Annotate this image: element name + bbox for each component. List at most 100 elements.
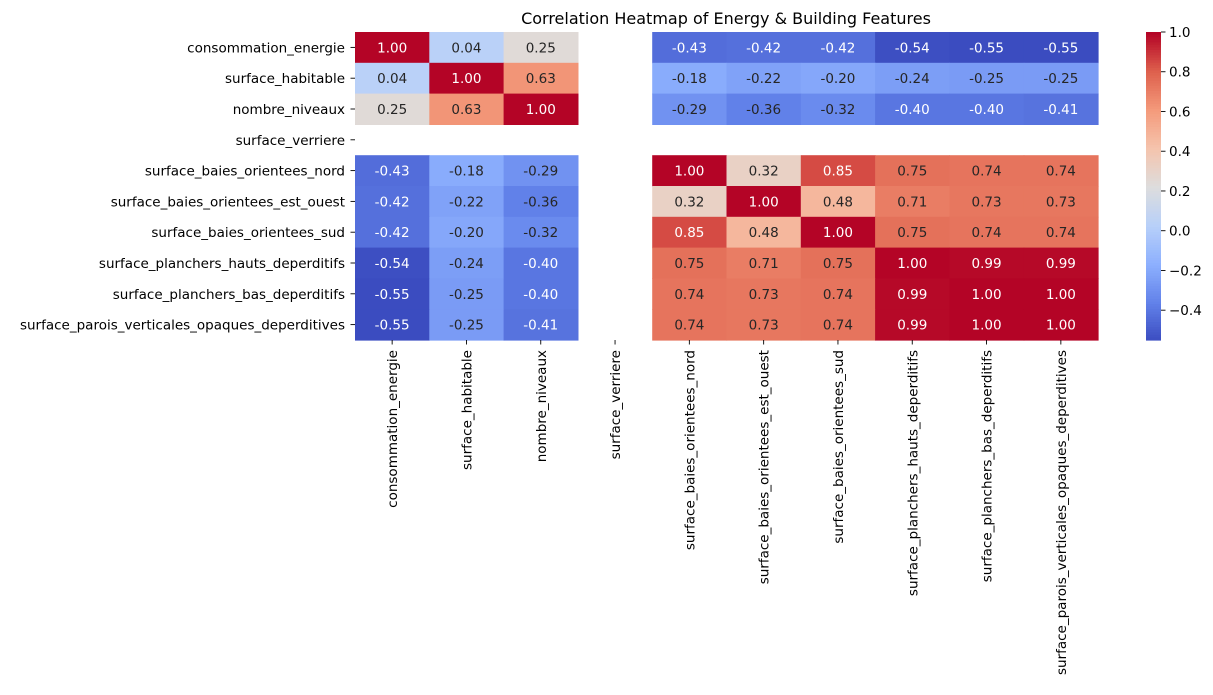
heatmap-cell <box>429 216 505 249</box>
colorbar-segment <box>1146 47 1161 51</box>
cell-value-label: -0.22 <box>746 71 781 87</box>
colorbar-segment <box>1146 55 1161 59</box>
colorbar-segment <box>1146 324 1161 328</box>
cell-value-label: 0.73 <box>1046 194 1076 210</box>
colorbar-segment <box>1146 198 1161 202</box>
colorbar-segment <box>1146 83 1161 87</box>
colorbar-segment <box>1146 245 1161 249</box>
heatmap-cell <box>875 93 950 125</box>
colorbar-segment <box>1146 188 1161 192</box>
cell-value-label: -0.40 <box>969 102 1004 118</box>
cell-value-label: 0.75 <box>674 256 704 272</box>
cell-value-label: 0.71 <box>749 256 779 272</box>
row-tick-label: surface_baies_orientees_sud <box>151 225 345 241</box>
cell-value-label: 0.74 <box>1046 164 1076 180</box>
heatmap-cell <box>800 32 876 64</box>
cell-value-label: -0.40 <box>895 102 930 118</box>
colorbar: 1.0 0.8 0.6 0.4 0.2 0.0 −0.2 −0.4 <box>1146 25 1202 341</box>
colorbar-tick-label: 0.2 <box>1169 184 1190 200</box>
colorbar-segment <box>1146 250 1161 254</box>
colorbar-segment <box>1146 65 1161 69</box>
heatmap-cell <box>1023 155 1099 187</box>
cell-value-label: -0.42 <box>375 225 410 241</box>
heatmap-cell <box>503 216 579 249</box>
colorbar-segment <box>1146 263 1161 267</box>
colorbar-segment <box>1146 139 1161 143</box>
colorbar-segment <box>1146 106 1161 110</box>
column-tick-label: surface_planchers_hauts_deperditifs <box>905 350 921 596</box>
cell-value-label: 0.04 <box>451 40 481 56</box>
heatmap-cell <box>875 32 950 64</box>
column-tick-label: surface_baies_orientees_nord <box>682 350 698 550</box>
cell-value-label: 0.73 <box>972 194 1002 210</box>
cell-value-label: -0.55 <box>375 318 410 334</box>
colorbar-segment <box>1146 211 1161 215</box>
cell-value-label: 0.73 <box>749 287 779 303</box>
heatmap-cell <box>503 278 579 310</box>
row-tick-label: nombre_niveaux <box>233 102 345 118</box>
colorbar-segment <box>1146 52 1161 56</box>
column-tick-label: surface_baies_orientees_est_ouest <box>757 350 773 584</box>
cell-value-label: 0.25 <box>526 40 556 56</box>
colorbar-segment <box>1146 242 1161 246</box>
heatmap-cell <box>1023 309 1099 341</box>
colorbar-segment <box>1146 196 1161 200</box>
colorbar-segment <box>1146 206 1161 210</box>
colorbar-segment <box>1146 129 1161 133</box>
heatmap-cell <box>503 247 579 279</box>
column-tick-label: surface_habitable <box>459 350 475 470</box>
colorbar-segment <box>1146 121 1161 125</box>
heatmap-cell <box>726 247 802 279</box>
heatmap-cell <box>800 186 876 218</box>
colorbar-tick-label: −0.4 <box>1169 303 1202 319</box>
cell-value-label: 0.71 <box>897 194 927 210</box>
heatmap-cell <box>800 216 876 249</box>
colorbar-segment <box>1146 49 1161 54</box>
colorbar-segment <box>1146 298 1161 303</box>
colorbar-tick-label: 0.4 <box>1169 144 1190 160</box>
cell-value-label: -0.42 <box>820 40 855 56</box>
cell-value-label: 1.00 <box>1046 318 1076 334</box>
colorbar-segment <box>1146 75 1161 79</box>
colorbar-segment <box>1146 168 1161 172</box>
heatmap-cell <box>800 278 876 310</box>
colorbar-segment <box>1146 183 1161 187</box>
cell-value-label: 0.74 <box>823 318 853 334</box>
heatmap-cell <box>875 155 950 187</box>
cell-value-label: -0.32 <box>820 102 855 118</box>
cell-value-label: -0.22 <box>449 194 484 210</box>
heatmap-cell <box>429 93 505 125</box>
colorbar-segment <box>1146 34 1161 38</box>
heatmap-cell <box>875 309 950 341</box>
colorbar-segment <box>1146 67 1161 72</box>
cell-value-label: -0.24 <box>449 256 484 272</box>
heatmap-cell <box>800 62 876 95</box>
colorbar-segment <box>1146 119 1161 123</box>
cell-value-label: 1.00 <box>674 164 704 180</box>
colorbar-segment <box>1146 175 1161 179</box>
colorbar-tick-label: 0.8 <box>1169 65 1190 81</box>
colorbar-segment <box>1146 227 1161 231</box>
cell-value-label: -0.42 <box>375 194 410 210</box>
heatmap-cell <box>949 216 1025 249</box>
cell-value-label: 1.00 <box>1046 287 1076 303</box>
column-tick-label: surface_baies_orientees_sud <box>831 350 847 544</box>
heatmap-cell <box>726 93 802 125</box>
heatmap-cell <box>429 247 505 279</box>
colorbar-segment <box>1146 216 1161 220</box>
row-tick-labels: consommation_energie surface_habitablenom… <box>20 40 355 334</box>
heatmap-cell <box>429 155 505 187</box>
cell-value-label: 1.00 <box>526 102 556 118</box>
colorbar-segment <box>1146 301 1161 305</box>
colorbar-segment <box>1146 178 1161 182</box>
cell-value-label: -0.32 <box>523 225 558 241</box>
heatmap-cell <box>429 278 505 310</box>
heatmap-cell <box>1023 62 1099 95</box>
cell-value-label: 0.74 <box>674 287 704 303</box>
heatmap-cell <box>949 155 1025 187</box>
colorbar-segment <box>1146 201 1161 205</box>
colorbar-segment <box>1146 132 1161 136</box>
cell-value-label: 0.99 <box>1046 256 1076 272</box>
heatmap-cell <box>652 216 728 249</box>
heatmap-cell <box>726 278 802 310</box>
